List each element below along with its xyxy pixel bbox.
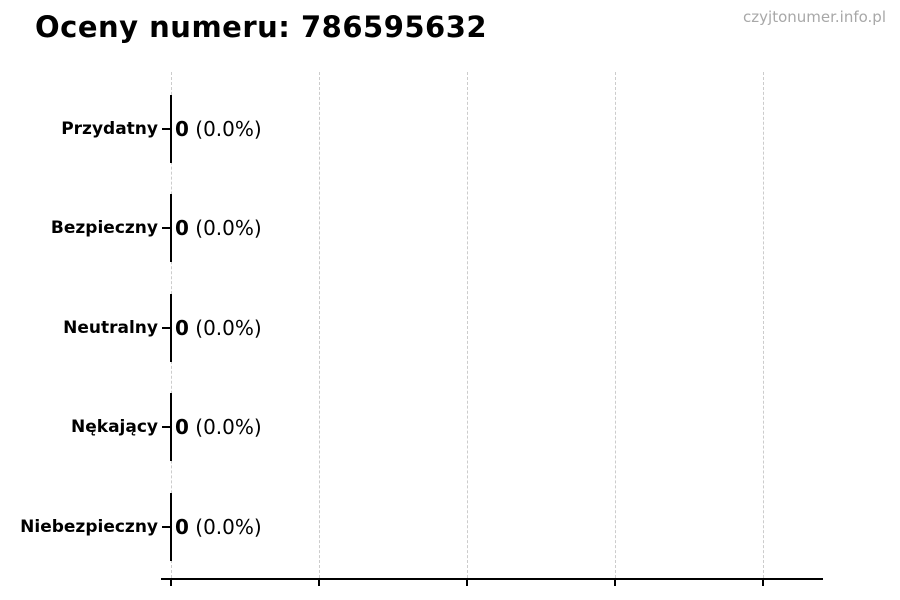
value-count: 0 — [175, 216, 189, 240]
value-label: 0 (0.0%) — [175, 115, 262, 143]
x-axis-tick — [614, 580, 616, 586]
value-label: 0 (0.0%) — [175, 513, 262, 541]
value-percent: (0.0%) — [195, 515, 262, 539]
x-axis-tick — [762, 580, 764, 586]
zero-width-bar — [170, 493, 172, 561]
y-axis-tick — [162, 227, 170, 229]
x-axis-tick — [170, 580, 172, 586]
watermark-text: czyjtonumer.info.pl — [743, 8, 886, 26]
y-axis-tick — [162, 526, 170, 528]
zero-width-bar — [170, 95, 172, 163]
gridline — [467, 72, 468, 578]
category-label: Bezpieczny — [50, 218, 158, 238]
chart-title: Oceny numeru: 786595632 — [35, 10, 488, 44]
value-count: 0 — [175, 316, 189, 340]
y-axis-tick — [162, 426, 170, 428]
category-label: Nękający — [71, 417, 158, 437]
value-label: 0 (0.0%) — [175, 214, 262, 242]
value-count: 0 — [175, 415, 189, 439]
x-axis-tick — [466, 580, 468, 586]
category-label: Przydatny — [61, 119, 158, 139]
y-axis-tick — [162, 128, 170, 130]
x-axis-line — [161, 578, 823, 580]
value-label: 0 (0.0%) — [175, 314, 262, 342]
value-label: 0 (0.0%) — [175, 413, 262, 441]
value-percent: (0.0%) — [195, 415, 262, 439]
category-label: Niebezpieczny — [20, 517, 158, 537]
value-percent: (0.0%) — [195, 216, 262, 240]
value-percent: (0.0%) — [195, 316, 262, 340]
zero-width-bar — [170, 194, 172, 262]
gridline — [319, 72, 320, 578]
value-count: 0 — [175, 117, 189, 141]
y-axis-tick — [162, 327, 170, 329]
gridline — [615, 72, 616, 578]
value-percent: (0.0%) — [195, 117, 262, 141]
x-axis-tick — [318, 580, 320, 586]
value-count: 0 — [175, 515, 189, 539]
gridline — [763, 72, 764, 578]
zero-width-bar — [170, 294, 172, 362]
zero-width-bar — [170, 393, 172, 461]
category-label: Neutralny — [63, 318, 158, 338]
